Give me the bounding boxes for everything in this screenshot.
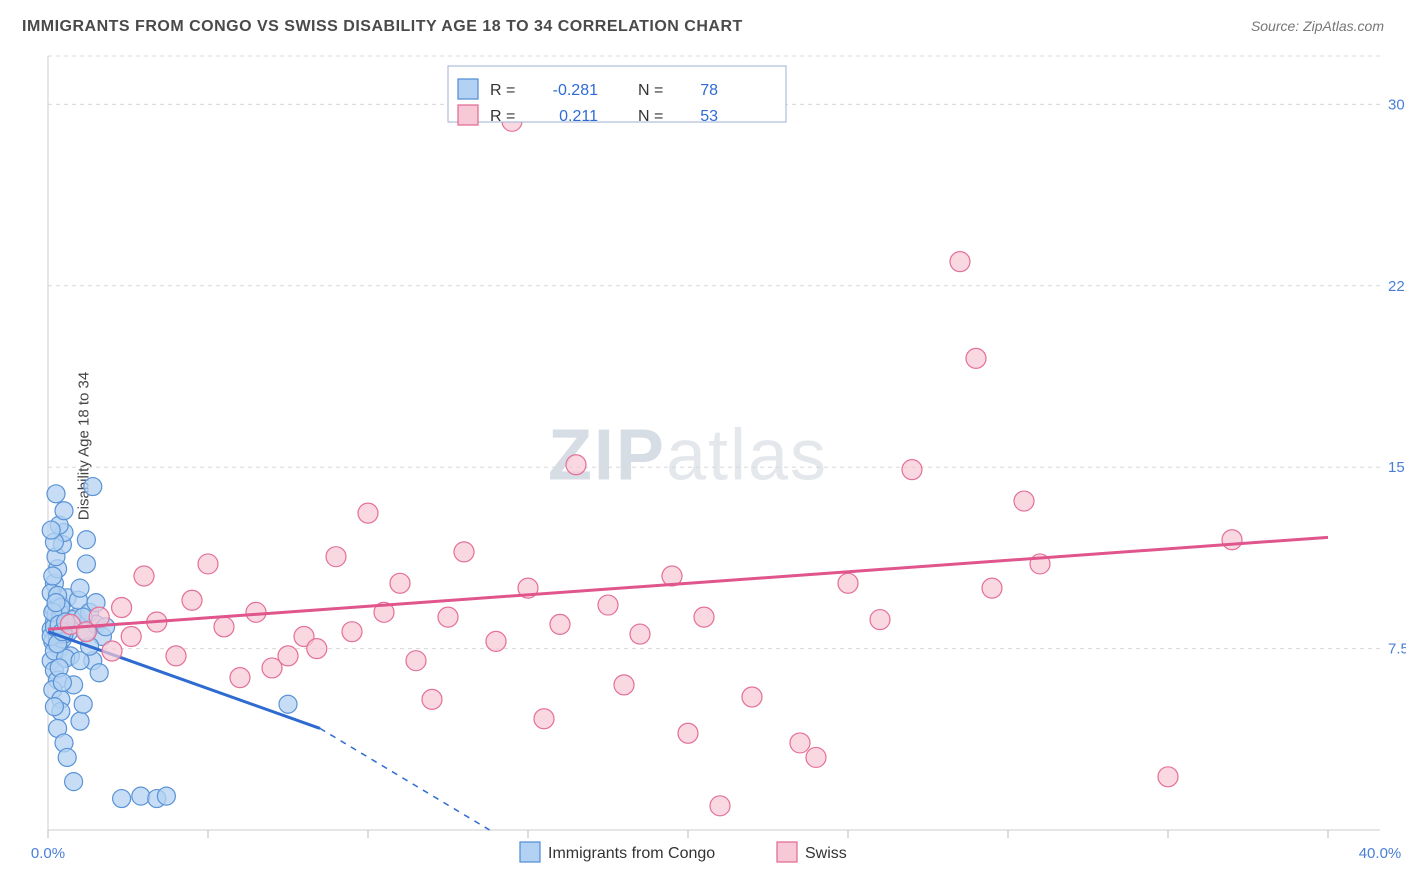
bottom-legend-label-swiss: Swiss [805, 845, 847, 862]
data-point-congo [132, 787, 150, 805]
legend-R-label: R = [490, 108, 515, 125]
data-point-swiss [121, 627, 141, 647]
bottom-legend-swatch-congo [520, 842, 540, 862]
data-point-congo [47, 594, 65, 612]
data-point-congo [47, 485, 65, 503]
data-point-swiss [950, 252, 970, 272]
data-point-swiss [230, 668, 250, 688]
legend-R-value: -0.281 [553, 82, 598, 99]
data-point-swiss [342, 622, 362, 642]
legend-N-label: N = [638, 82, 663, 99]
data-point-swiss [454, 542, 474, 562]
legend-swatch-congo [458, 79, 478, 99]
data-point-swiss [678, 723, 698, 743]
data-point-swiss [422, 689, 442, 709]
trend-line-swiss [48, 537, 1328, 629]
data-point-swiss [307, 639, 327, 659]
data-point-swiss [838, 573, 858, 593]
y-tick-label: 15.0% [1388, 459, 1406, 476]
data-point-swiss [534, 709, 554, 729]
data-point-swiss [742, 687, 762, 707]
data-point-congo [65, 773, 83, 791]
data-point-swiss [278, 646, 298, 666]
data-point-congo [53, 673, 71, 691]
data-point-swiss [790, 733, 810, 753]
bottom-legend-swatch-swiss [777, 842, 797, 862]
data-point-congo [42, 521, 60, 539]
data-point-swiss [1014, 491, 1034, 511]
legend-swatch-swiss [458, 105, 478, 125]
data-point-swiss [198, 554, 218, 574]
data-point-congo [71, 579, 89, 597]
data-point-swiss [182, 590, 202, 610]
data-point-swiss [406, 651, 426, 671]
data-point-swiss [550, 614, 570, 634]
data-point-swiss [566, 455, 586, 475]
watermark: ZIPatlas [548, 415, 828, 495]
data-point-swiss [902, 460, 922, 480]
y-tick-label: 7.5% [1388, 641, 1406, 658]
data-point-swiss [966, 348, 986, 368]
x-tick-label: 40.0% [1359, 845, 1402, 862]
legend-N-value: 53 [700, 108, 718, 125]
legend-N-value: 78 [700, 82, 718, 99]
data-point-swiss [1222, 530, 1242, 550]
data-point-swiss [630, 624, 650, 644]
data-point-congo [77, 555, 95, 573]
scatter-chart: ZIPatlas 0.0% 40.0% 7.5% 15.0% 22.5% 30.0% R = -… [0, 0, 1406, 892]
data-point-swiss [326, 547, 346, 567]
data-point-swiss [806, 747, 826, 767]
data-point-swiss [694, 607, 714, 627]
legend-R-label: R = [490, 82, 515, 99]
data-point-congo [157, 787, 175, 805]
data-point-congo [55, 502, 73, 520]
data-point-congo [90, 664, 108, 682]
data-point-swiss [1158, 767, 1178, 787]
data-point-congo [77, 531, 95, 549]
data-point-congo [44, 567, 62, 585]
data-point-congo [71, 712, 89, 730]
data-point-swiss [134, 566, 154, 586]
data-point-swiss [358, 503, 378, 523]
data-point-swiss [214, 617, 234, 637]
trend-line-dash-congo [320, 728, 490, 830]
y-tick-label: 22.5% [1388, 278, 1406, 295]
legend-N-label: N = [638, 108, 663, 125]
y-tick-label: 30.0% [1388, 96, 1406, 113]
data-point-swiss [486, 631, 506, 651]
data-point-swiss [982, 578, 1002, 598]
x-tick-label: 0.0% [31, 845, 65, 862]
data-point-congo [58, 748, 76, 766]
data-point-swiss [710, 796, 730, 816]
data-point-congo [279, 695, 297, 713]
data-point-swiss [112, 597, 132, 617]
data-point-congo [84, 478, 102, 496]
bottom-legend-label-congo: Immigrants from Congo [548, 845, 715, 862]
data-point-swiss [870, 610, 890, 630]
data-point-congo [45, 698, 63, 716]
data-point-swiss [102, 641, 122, 661]
legend-R-value: 0.211 [559, 108, 598, 125]
data-point-swiss [614, 675, 634, 695]
data-point-swiss [438, 607, 458, 627]
data-point-congo [74, 695, 92, 713]
data-point-swiss [166, 646, 186, 666]
data-point-swiss [390, 573, 410, 593]
data-point-congo [113, 790, 131, 808]
trend-line-congo [48, 632, 320, 729]
data-point-swiss [598, 595, 618, 615]
